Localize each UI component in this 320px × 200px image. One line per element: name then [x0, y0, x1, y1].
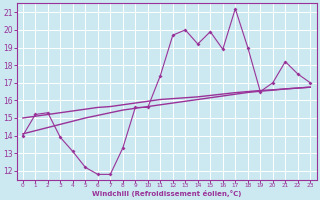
X-axis label: Windchill (Refroidissement éolien,°C): Windchill (Refroidissement éolien,°C)	[92, 190, 241, 197]
